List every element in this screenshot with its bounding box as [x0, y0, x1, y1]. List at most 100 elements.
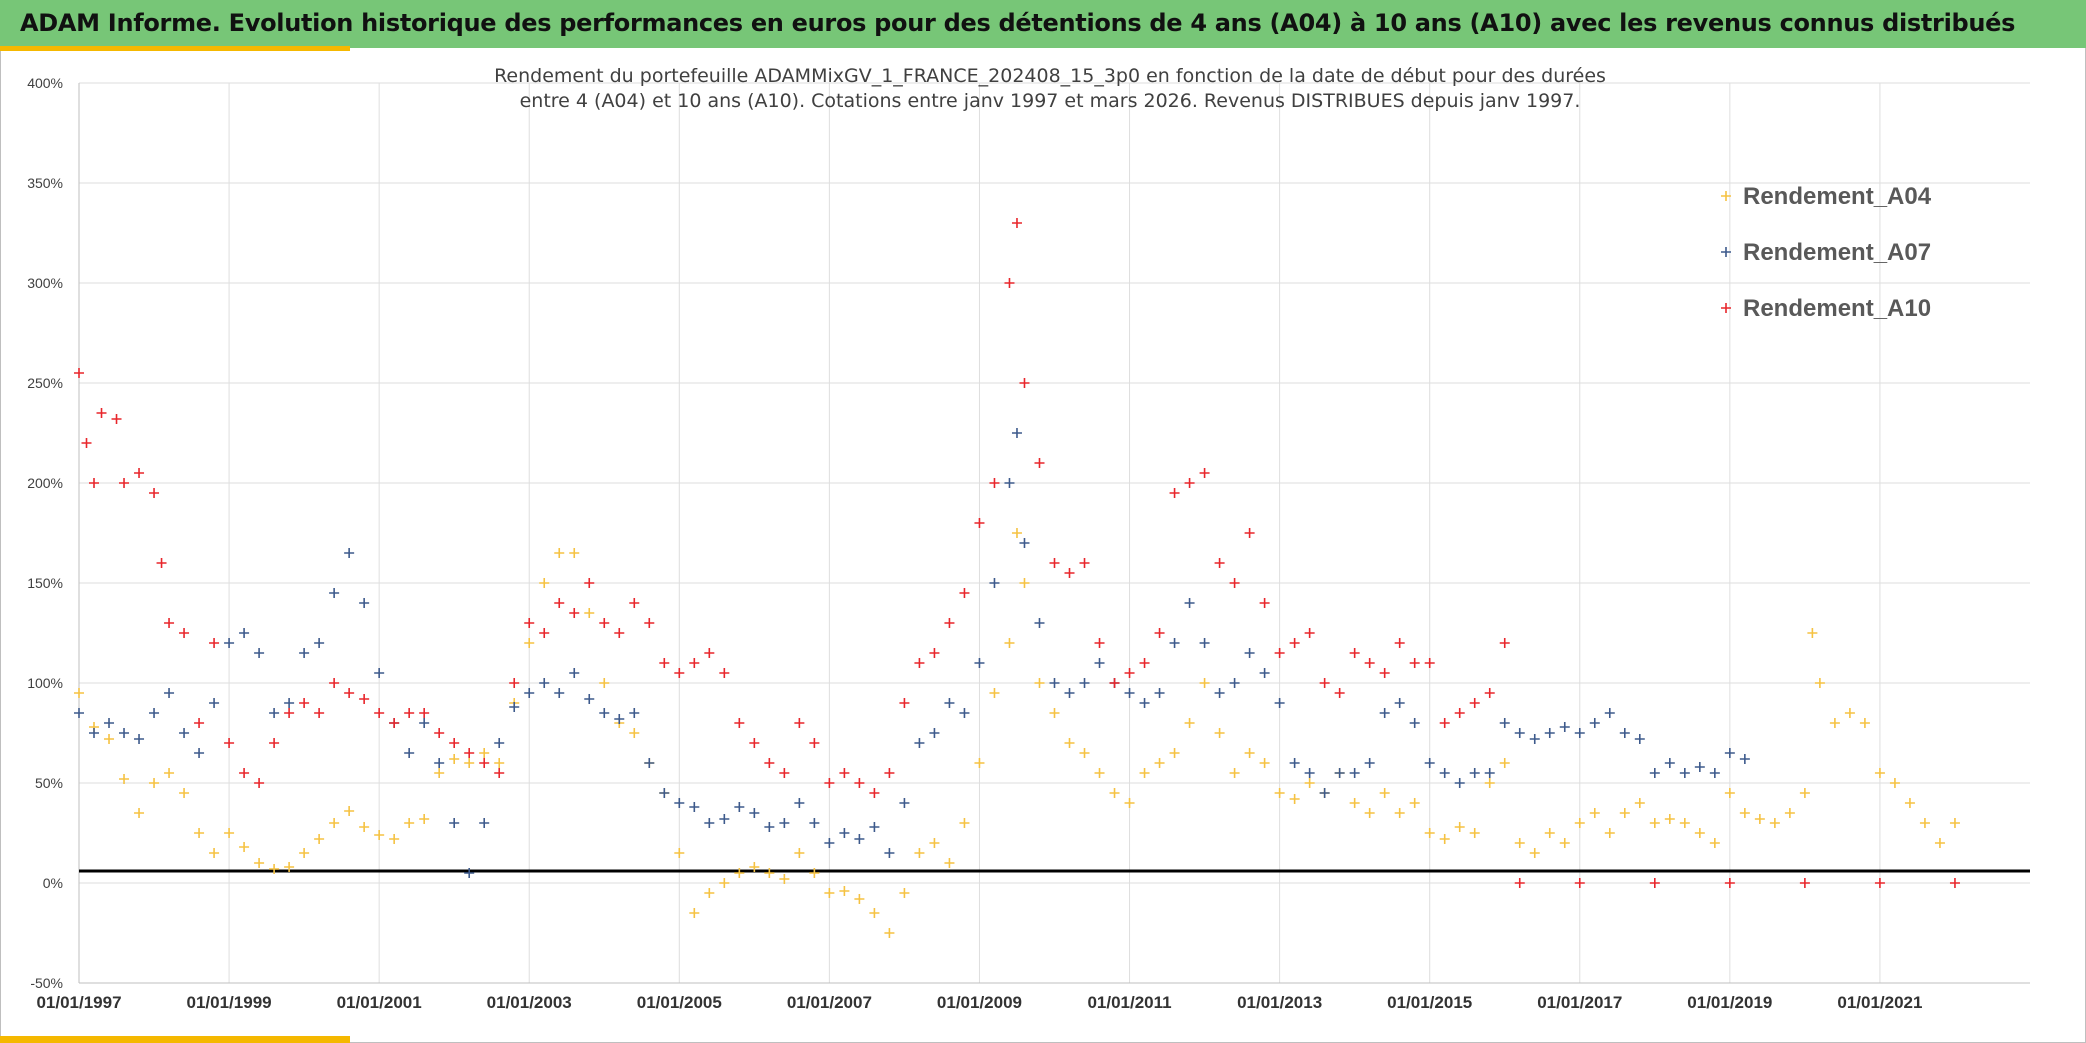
data-point [914, 658, 925, 668]
data-point [1514, 838, 1525, 848]
data-point [344, 548, 355, 558]
data-point [464, 758, 475, 768]
data-point [329, 678, 340, 688]
data-point [1799, 788, 1810, 798]
data-point [494, 758, 505, 768]
series-Rendement_A04 [74, 528, 1960, 938]
data-point [359, 694, 370, 704]
data-point [119, 478, 130, 488]
data-point [284, 862, 295, 872]
data-point [734, 718, 745, 728]
x-tick-label: 01/01/2017 [1537, 993, 1622, 1012]
data-point [1784, 808, 1795, 818]
data-point [554, 688, 565, 698]
data-point [134, 468, 145, 478]
data-point [374, 668, 385, 678]
legend[interactable]: Rendement_A04 Rendement_A07 Rendement_A10 [1721, 183, 1932, 322]
data-point [1394, 808, 1405, 818]
data-point [524, 618, 535, 628]
x-tick-label: 01/01/2005 [637, 993, 722, 1012]
y-tick-label: 0% [43, 875, 63, 891]
data-point [149, 488, 160, 498]
legend-item[interactable]: Rendement_A10 [1721, 295, 1931, 322]
data-point [1004, 278, 1015, 288]
data-point [1664, 758, 1675, 768]
x-axis: 01/01/1997 01/01/1999 01/01/2001 01/01/2003… [36, 982, 2030, 1012]
data-point [404, 818, 415, 828]
data-point [914, 848, 925, 858]
data-point [1019, 378, 1030, 388]
data-point [119, 728, 130, 738]
legend-item[interactable]: Rendement_A04 [1721, 183, 1932, 210]
legend-item[interactable]: Rendement_A07 [1721, 239, 1931, 266]
data-point [809, 818, 820, 828]
data-point [89, 478, 100, 488]
data-point [1154, 628, 1165, 638]
data-point [1514, 728, 1525, 738]
data-point [1079, 748, 1090, 758]
data-point [194, 828, 205, 838]
data-point [1244, 648, 1255, 658]
data-point [1064, 738, 1075, 748]
data-point [269, 708, 280, 718]
y-tick-label: 100% [27, 675, 63, 691]
data-point [719, 814, 730, 824]
data-point [1874, 878, 1885, 888]
data-point [989, 478, 1000, 488]
data-point [89, 728, 100, 738]
data-point [929, 648, 940, 658]
data-point [584, 608, 595, 618]
data-point [1199, 638, 1210, 648]
data-point [749, 862, 760, 872]
data-point [1004, 638, 1015, 648]
data-point [539, 578, 550, 588]
data-point [374, 708, 385, 718]
x-tick-label: 01/01/2001 [337, 993, 422, 1012]
data-point [749, 808, 760, 818]
data-point [344, 806, 355, 816]
legend-marker [1721, 303, 1731, 313]
data-point [719, 668, 730, 678]
data-point [1499, 718, 1510, 728]
data-point [419, 814, 430, 824]
data-point [1139, 698, 1150, 708]
data-point [884, 928, 895, 938]
series-Rendement_A10 [74, 218, 1960, 888]
data-point [584, 694, 595, 704]
data-point [1199, 468, 1210, 478]
data-point [464, 748, 475, 758]
data-point [479, 758, 490, 768]
data-point [1319, 788, 1330, 798]
data-point [389, 718, 400, 728]
data-point [1124, 798, 1135, 808]
data-point [599, 708, 610, 718]
data-point [299, 848, 310, 858]
data-point [1424, 828, 1435, 838]
data-point [284, 698, 295, 708]
data-point [1514, 878, 1525, 888]
data-point [689, 908, 700, 918]
data-point [1304, 628, 1315, 638]
data-point [1214, 688, 1225, 698]
data-point [1604, 828, 1615, 838]
data-point [134, 808, 145, 818]
data-point [434, 728, 445, 738]
data-point [1011, 428, 1022, 438]
data-point [1049, 708, 1060, 718]
data-point [314, 638, 325, 648]
data-point [1619, 808, 1630, 818]
data-point [509, 702, 520, 712]
data-point [1634, 798, 1645, 808]
data-point [1004, 478, 1015, 488]
data-point [944, 698, 955, 708]
data-point [329, 588, 340, 598]
data-point [539, 678, 550, 688]
data-point [254, 858, 265, 868]
x-tick-label: 01/01/1997 [36, 993, 121, 1012]
data-point [1904, 798, 1915, 808]
data-point [689, 802, 700, 812]
data-point [1274, 648, 1285, 658]
data-point [1454, 778, 1465, 788]
data-point [1619, 728, 1630, 738]
data-point [81, 438, 92, 448]
